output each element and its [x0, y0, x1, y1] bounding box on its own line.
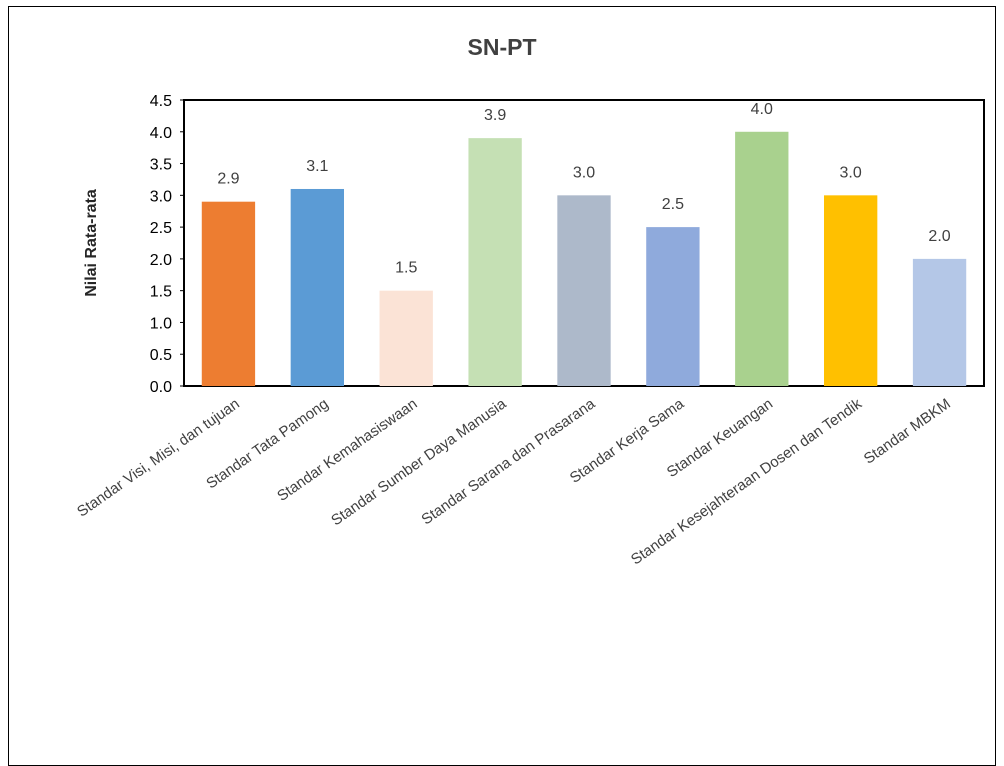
- data-label: 3.0: [573, 164, 595, 181]
- data-label: 2.0: [928, 228, 950, 245]
- data-label: 2.5: [662, 196, 684, 213]
- bar: [201, 201, 256, 386]
- bar: [646, 227, 700, 386]
- x-category-label: Standar Sumber Daya Manusia: [328, 395, 510, 529]
- y-tick-label: 2.0: [150, 252, 172, 269]
- data-label: 1.5: [395, 260, 417, 277]
- y-tick-label: 4.0: [150, 125, 172, 142]
- bar: [290, 188, 344, 386]
- x-category-label: Standar Visi, Misi, dan tujuan: [74, 395, 243, 520]
- y-tick-label: 1.5: [150, 284, 172, 301]
- y-tick-label: 0.5: [150, 347, 172, 364]
- chart-title: SN-PT: [467, 34, 537, 60]
- x-category-label: Standar Kemahasiswaan: [274, 395, 420, 505]
- data-label: 3.0: [840, 164, 862, 181]
- data-label: 3.9: [484, 107, 506, 124]
- plot-area: 0.0 0.5 1.0 1.5 2.0 2.5 3.0 3.5 4.0 4.5 2.9 Standar…: [74, 93, 985, 568]
- data-label: 2.9: [217, 171, 239, 188]
- x-category-label: Standar MBKM: [861, 395, 954, 467]
- bar: [379, 290, 433, 386]
- y-tick-label: 2.5: [150, 220, 172, 237]
- y-tick-label: 1.0: [150, 315, 172, 332]
- x-category-label: Standar Sarana dan Prasarana: [418, 395, 598, 528]
- bar: [912, 258, 967, 386]
- bar: [824, 195, 878, 386]
- y-axis-title: Nilai Rata-rata: [83, 189, 100, 297]
- bar: [735, 131, 789, 386]
- bar: [468, 138, 522, 386]
- y-tick-label: 3.5: [150, 157, 172, 174]
- data-label: 3.1: [306, 158, 328, 175]
- y-tick-label: 3.0: [150, 188, 172, 205]
- data-label: 4.0: [751, 101, 773, 118]
- y-tick-label: 0.0: [150, 379, 172, 396]
- y-tick-label: 4.5: [150, 93, 172, 110]
- bar: [557, 195, 611, 386]
